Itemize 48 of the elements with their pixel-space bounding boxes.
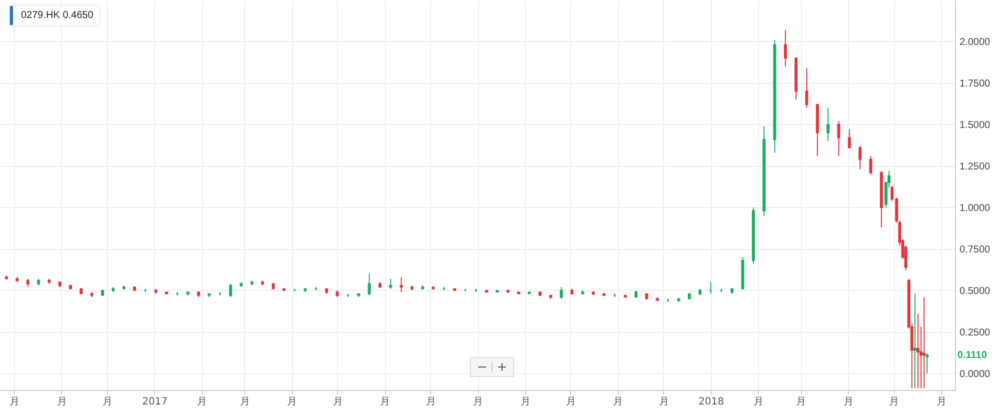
y-tick-label: 1.5000	[960, 120, 991, 131]
candlestick	[805, 68, 808, 108]
x-tick-label: 月	[473, 396, 483, 408]
candlestick	[229, 283, 232, 298]
candlestick	[922, 296, 926, 389]
y-tick-label: 0.5000	[960, 286, 991, 297]
y-tick-label: 1.2500	[960, 161, 991, 172]
x-tick-label: 月	[426, 396, 436, 408]
candlestick	[400, 276, 403, 293]
x-tick-label: 月	[889, 396, 900, 408]
x-tick-label: 月	[56, 396, 67, 408]
candlestick	[826, 107, 830, 142]
x-tick-label: 月	[520, 396, 530, 408]
x-tick-label: 月	[796, 396, 806, 408]
x-tick-label: 月	[753, 396, 764, 408]
candlestick	[560, 286, 563, 300]
candlestick	[926, 352, 929, 374]
candlestick	[916, 313, 920, 389]
x-tick-label: 2018	[698, 396, 724, 408]
candlestick	[848, 128, 851, 148]
x-tick-label: 月	[566, 396, 576, 408]
candlestick	[869, 156, 872, 175]
x-tick-label: 月	[380, 396, 390, 408]
x-tick-label: 月	[613, 396, 624, 408]
x-tick-label: 月	[240, 396, 250, 408]
candlestick	[837, 120, 840, 156]
x-tick-label: 月	[843, 396, 854, 408]
y-tick-label: 1.7500	[960, 78, 991, 90]
y-tick-label: 0.2500	[960, 327, 991, 338]
y-tick-label: 0.7500	[960, 244, 991, 256]
candlestick	[784, 29, 787, 67]
candlestick	[913, 293, 916, 389]
y-tick-label: 0.0000	[960, 368, 991, 380]
x-tick-label: 月	[658, 396, 669, 408]
candlestick	[858, 146, 862, 170]
x-tick-label: 月	[287, 396, 298, 408]
x-tick-label: 月	[10, 396, 20, 408]
annotation: 0.1110	[957, 350, 988, 361]
y-tick-label: 2.0000	[960, 36, 991, 48]
x-tick-label: 月	[936, 396, 946, 408]
x-tick-label: 月	[332, 396, 343, 408]
text: 0279.HK 0.4650	[10, 6, 100, 25]
y-tick-label: 1.0000	[960, 202, 991, 214]
candlestick	[368, 273, 371, 296]
x-tick-label: 2017	[142, 396, 168, 408]
x-tick-label: 月	[197, 396, 208, 408]
candlestick	[389, 278, 392, 290]
x-tick-label: 月	[102, 396, 113, 408]
